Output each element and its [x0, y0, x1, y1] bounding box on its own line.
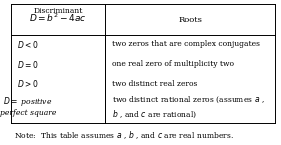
Text: $D = b^2 - 4ac$: $D = b^2 - 4ac$ [29, 12, 87, 24]
Text: two distinct real zeros: two distinct real zeros [112, 80, 198, 88]
Text: Note:  This table assumes $a$ , $b$ , and $c$ are real numbers.: Note: This table assumes $a$ , $b$ , and… [14, 129, 234, 141]
Text: perfect square: perfect square [0, 109, 56, 117]
Text: $D > 0$: $D > 0$ [17, 78, 39, 89]
Text: $D < 0$: $D < 0$ [17, 39, 39, 50]
Text: $D = 0$: $D = 0$ [17, 59, 39, 70]
Text: Discriminant: Discriminant [33, 7, 83, 14]
Text: two distinct rational zeros (assumes $a$ ,: two distinct rational zeros (assumes $a$… [112, 95, 265, 105]
Text: Roots: Roots [178, 16, 202, 23]
Text: two zeros that are complex conjugates: two zeros that are complex conjugates [112, 40, 260, 48]
Text: $D =$ positive: $D =$ positive [3, 95, 53, 108]
Text: $b$ , and $c$ are rational): $b$ , and $c$ are rational) [112, 109, 197, 120]
Text: one real zero of multiplicity two: one real zero of multiplicity two [112, 60, 234, 68]
